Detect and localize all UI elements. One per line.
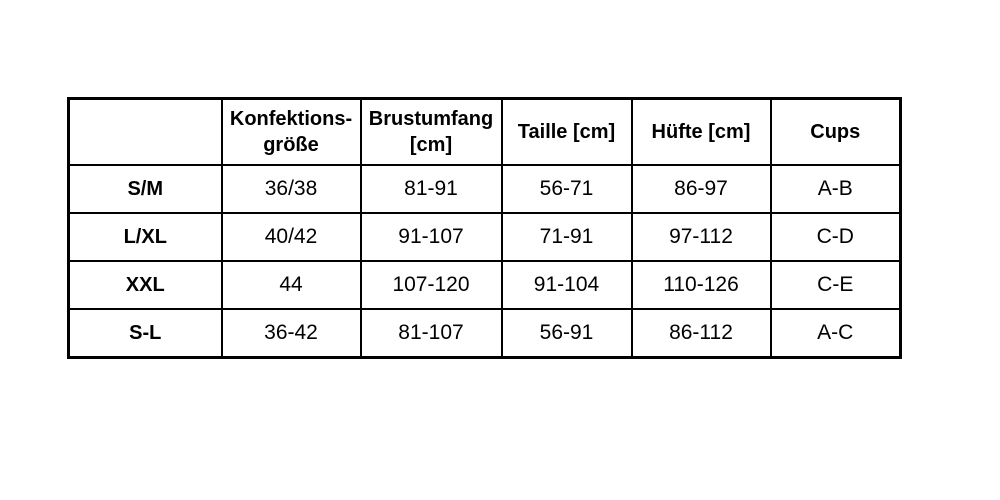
column-header-huefte: Hüfte [cm] bbox=[630, 97, 772, 166]
column-header-cups: Cups bbox=[769, 97, 902, 166]
table-cell: 91-104 bbox=[500, 260, 633, 310]
table-cell: 71-91 bbox=[500, 212, 633, 262]
row-header-sm: S/M bbox=[67, 164, 223, 214]
table-cell: A-C bbox=[769, 308, 902, 359]
table-cell: 56-91 bbox=[500, 308, 633, 359]
table-cell: A-B bbox=[769, 164, 902, 214]
table-cell: 81-91 bbox=[359, 164, 503, 214]
table-cell: 44 bbox=[220, 260, 362, 310]
table-cell: 40/42 bbox=[220, 212, 362, 262]
size-chart-table: Konfektions- größe Brustumfang [cm] Tail… bbox=[67, 97, 902, 359]
column-header-konfektionsgroesse: Konfektions- größe bbox=[220, 97, 362, 166]
table-cell: 110-126 bbox=[630, 260, 772, 310]
table-cell: 107-120 bbox=[359, 260, 503, 310]
table-row-lxl: L/XL 40/42 91-107 71-91 97-112 C-D bbox=[67, 212, 902, 262]
table-cell: 36-42 bbox=[220, 308, 362, 359]
row-header-xxl: XXL bbox=[67, 260, 223, 310]
table-cell: C-D bbox=[769, 212, 902, 262]
table-cell: 97-112 bbox=[630, 212, 772, 262]
row-header-lxl: L/XL bbox=[67, 212, 223, 262]
header-row: Konfektions- größe Brustumfang [cm] Tail… bbox=[67, 97, 902, 166]
column-header-brustumfang: Brustumfang [cm] bbox=[359, 97, 503, 166]
table-cell: C-E bbox=[769, 260, 902, 310]
table-cell: 56-71 bbox=[500, 164, 633, 214]
table-cell: 91-107 bbox=[359, 212, 503, 262]
column-header-taille: Taille [cm] bbox=[500, 97, 633, 166]
table-row-sl: S-L 36-42 81-107 56-91 86-112 A-C bbox=[67, 308, 902, 359]
table-cell: 86-112 bbox=[630, 308, 772, 359]
table-cell: 81-107 bbox=[359, 308, 503, 359]
table-cell: 86-97 bbox=[630, 164, 772, 214]
table-row-sm: S/M 36/38 81-91 56-71 86-97 A-B bbox=[67, 164, 902, 214]
table-cell: 36/38 bbox=[220, 164, 362, 214]
row-header-sl: S-L bbox=[67, 308, 223, 359]
table-row-xxl: XXL 44 107-120 91-104 110-126 C-E bbox=[67, 260, 902, 310]
column-header-empty bbox=[67, 97, 223, 166]
